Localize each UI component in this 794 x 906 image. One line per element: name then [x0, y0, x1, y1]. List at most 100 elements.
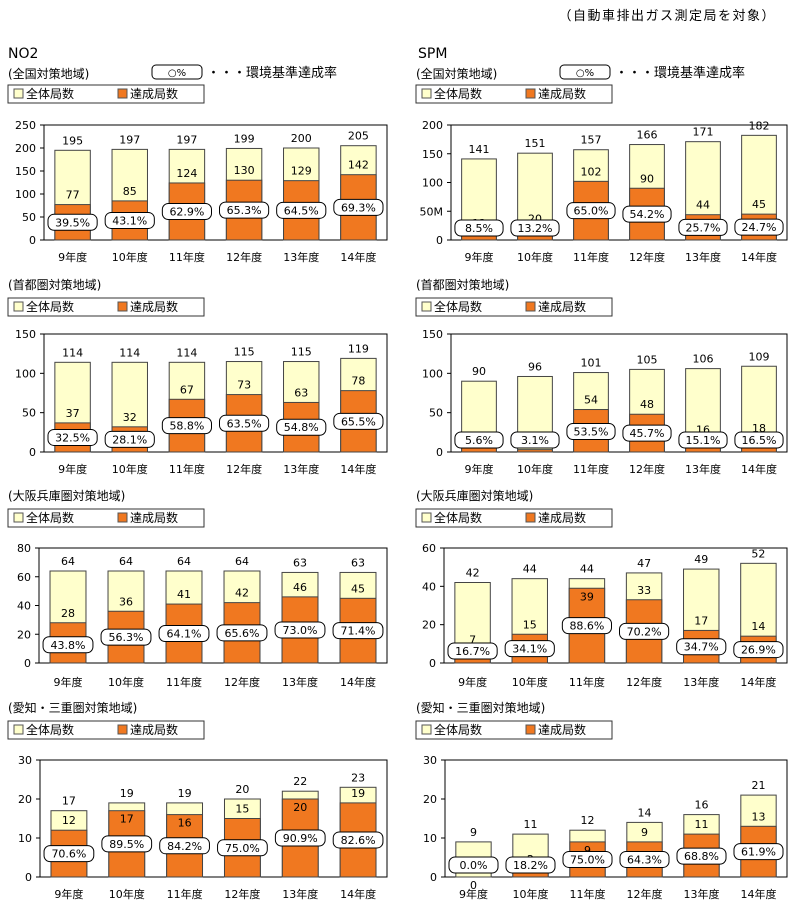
y-tick-label: 250 [15, 119, 36, 132]
bar-achieved [461, 447, 497, 453]
category-label: 13年度 [283, 462, 319, 476]
y-tick-label: 150 [15, 165, 36, 178]
legend-label-achieved: 達成局数 [130, 510, 178, 525]
rate-badge [104, 211, 155, 229]
legend-swatch-achieved [117, 512, 128, 523]
rate-badge [566, 423, 616, 441]
achieved-value-label: 36 [119, 595, 133, 608]
rate-badge [622, 424, 672, 442]
legend-label-total: 全体局数 [26, 510, 74, 525]
legend-label-achieved: 達成局数 [130, 299, 178, 314]
rate-badge [447, 642, 498, 660]
rate-badge [510, 431, 560, 449]
plot-frame [450, 124, 788, 241]
achieved-value-label: 73 [237, 379, 251, 392]
category-label: 11年度 [569, 675, 605, 689]
y-tick-label: 0 [430, 871, 437, 884]
legend-swatch-achieved [117, 724, 128, 735]
rate-label: 16.5% [742, 434, 777, 447]
achieved-value-label: 0 [470, 879, 477, 892]
rate-badge [43, 845, 95, 863]
region-title: (首都圏対策地域) [8, 278, 101, 292]
category-label: 12年度 [626, 675, 662, 689]
y-tick-label: 20 [17, 628, 31, 641]
total-value-label: 205 [348, 130, 369, 143]
y-tick-label: 10 [423, 832, 437, 845]
total-value-label: 64 [235, 555, 249, 568]
plot-frame [43, 333, 388, 453]
region-title: (首都圏対策地域) [416, 278, 509, 292]
plot-frame [444, 759, 788, 878]
total-value-label: 11 [524, 818, 538, 831]
rate-legend-text: ・・・環境基準達成率 [615, 65, 745, 81]
rate-badge [505, 856, 556, 874]
rate-badge [504, 640, 555, 658]
y-tick-label: 200 [15, 142, 36, 155]
category-label: 9年度 [54, 887, 83, 901]
legend-label-total: 全体局数 [26, 722, 74, 737]
achieved-value-label: 9 [641, 826, 648, 839]
y-tick-label: 20 [18, 793, 32, 806]
achieved-value-label: 46 [293, 581, 307, 594]
rate-label: 0.0% [460, 859, 488, 872]
total-value-label: 171 [693, 126, 714, 139]
rate-badge [100, 628, 152, 646]
total-value-label: 64 [61, 555, 75, 568]
rate-badge [101, 835, 153, 853]
rate-badge [159, 837, 210, 855]
achieved-value-label: 9 [584, 844, 591, 857]
category-label: 13年度 [685, 462, 721, 476]
rate-label: 54.2% [630, 208, 665, 221]
total-value-label: 64 [119, 555, 133, 568]
category-label: 12年度 [224, 887, 260, 901]
rate-badge [454, 431, 504, 449]
y-tick-label: 150 [15, 328, 36, 341]
achieved-value-label: 39 [580, 590, 594, 603]
category-label: 12年度 [226, 462, 262, 476]
rate-label: 69.3% [341, 201, 376, 214]
y-tick-label: 60 [422, 542, 436, 555]
category-label: 9年度 [54, 675, 83, 689]
legend-label-achieved: 達成局数 [538, 299, 586, 314]
category-label: 13年度 [283, 250, 319, 264]
plot-frame [39, 759, 388, 878]
rate-badge [216, 624, 268, 642]
total-value-label: 182 [749, 119, 770, 132]
total-value-label: 16 [695, 799, 709, 812]
rate-badge [733, 843, 784, 861]
rate-label: 65.5% [341, 415, 376, 428]
rate-label: 39.5% [55, 216, 90, 229]
rate-badge [333, 412, 384, 430]
total-value-label: 22 [293, 775, 307, 788]
achieved-value-label: 42 [235, 587, 249, 600]
category-label: 14年度 [741, 250, 777, 264]
achieved-value-label: 37 [66, 407, 80, 420]
total-value-label: 114 [176, 346, 197, 359]
total-value-label: 90 [472, 365, 486, 378]
total-value-label: 96 [528, 360, 542, 373]
y-tick-label: 0 [24, 657, 31, 670]
achieved-value-label: 7 [469, 634, 476, 647]
rate-badge [158, 625, 210, 643]
rate-label: 15.1% [686, 434, 721, 447]
achieved-value-label: 90 [640, 172, 654, 185]
y-tick-label: 0 [29, 446, 36, 459]
chart-panel-6: (大阪兵庫圏対策地域) 全体局数 達成局数 0 20 40 60 42 716.7% 9年度 44 1… [415, 489, 788, 689]
total-value-label: 197 [119, 133, 140, 146]
legend-label-achieved: 達成局数 [538, 510, 586, 525]
rate-badge [274, 829, 326, 847]
legend-swatch-achieved [525, 88, 536, 99]
category-label: 14年度 [340, 887, 376, 901]
plot-frame [443, 547, 788, 664]
achieved-value-label: 78 [351, 375, 365, 388]
rate-label: 64.5% [284, 204, 319, 217]
category-label: 11年度 [166, 675, 202, 689]
achieved-value-label: 11 [695, 818, 709, 831]
category-label: 10年度 [517, 462, 553, 476]
achieved-value-label: 14 [751, 620, 765, 633]
legend-box [7, 720, 205, 740]
total-value-label: 157 [581, 134, 602, 147]
